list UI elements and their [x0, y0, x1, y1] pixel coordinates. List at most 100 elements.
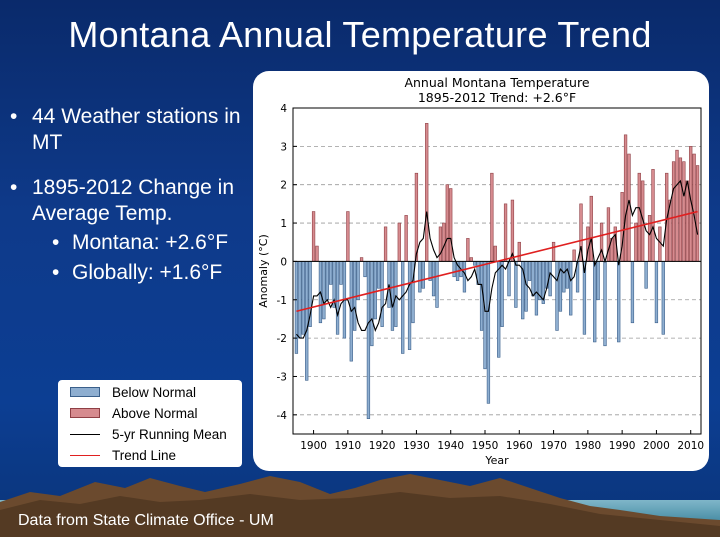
bar-below-normal	[390, 261, 395, 331]
bar-below-normal	[555, 261, 559, 331]
legend-item-below: Below Normal	[58, 382, 196, 402]
x-tick-label: 1980	[574, 440, 601, 452]
bar-below-normal	[617, 261, 621, 343]
bar-above-normal	[425, 123, 429, 262]
y-tick-label: -4	[277, 410, 288, 422]
bar-below-normal	[500, 261, 504, 327]
legend-swatch-below	[70, 387, 100, 397]
bar-below-normal	[363, 261, 367, 278]
bar-above-normal	[675, 149, 679, 262]
bar-above-normal	[493, 245, 497, 262]
bar-below-normal	[514, 261, 518, 308]
bar-above-normal	[678, 157, 683, 262]
bar-above-normal	[311, 211, 316, 262]
bar-below-normal	[486, 261, 491, 404]
bar-below-normal	[569, 261, 573, 316]
running-mean-line	[295, 179, 699, 339]
y-tick-label: 4	[280, 103, 287, 115]
bar-above-normal	[490, 172, 494, 262]
bar-above-normal	[466, 238, 470, 262]
bullet-stations: 44 Weather stations in MT	[10, 104, 250, 155]
bar-below-normal	[527, 261, 532, 281]
bar-above-normal	[438, 226, 443, 262]
bar-below-normal	[373, 261, 377, 320]
bar-below-normal	[507, 261, 511, 297]
bar-below-normal	[431, 261, 436, 297]
y-tick-label: 0	[280, 256, 287, 268]
bar-above-normal	[671, 161, 676, 262]
trend-line	[296, 210, 698, 313]
bar-above-normal	[658, 226, 662, 262]
bar-above-normal	[695, 165, 700, 262]
bar-below-normal	[294, 261, 299, 354]
bar-below-normal	[593, 261, 597, 343]
bar-below-normal	[565, 261, 569, 289]
legend-label-above: Above Normal	[112, 405, 198, 421]
bar-above-normal	[623, 134, 628, 262]
bar-above-normal	[627, 153, 631, 262]
mountain-landscape	[0, 474, 720, 537]
bar-below-normal	[538, 261, 542, 301]
legend-label-below: Below Normal	[112, 384, 197, 400]
bar-above-normal	[510, 199, 515, 262]
bar-below-normal	[339, 261, 343, 285]
bar-above-normal	[682, 161, 686, 262]
x-axis-label: Year	[484, 454, 509, 467]
y-tick-label: 1	[280, 218, 287, 230]
legend-line-trend	[70, 454, 100, 456]
bar-below-normal	[394, 261, 398, 327]
bar-below-normal	[524, 261, 528, 312]
x-tick-label: 1930	[403, 440, 430, 452]
y-tick-label: -3	[277, 371, 287, 383]
x-tick-label: 1990	[609, 440, 636, 452]
bar-above-normal	[442, 222, 446, 262]
x-tick-label: 2010	[677, 440, 704, 452]
x-tick-label: 1900	[300, 440, 327, 452]
bullet-change: 1895-2012 Change in Average Temp. Montan…	[10, 175, 250, 285]
bar-above-normal	[359, 257, 364, 262]
bar-above-normal	[517, 241, 521, 262]
legend-label-trend: Trend Line	[112, 447, 177, 463]
bar-below-normal	[335, 261, 340, 335]
bar-above-normal	[449, 188, 453, 262]
legend-item-above: Above Normal	[58, 403, 198, 423]
bullet-change-text: 1895-2012 Change in Average Temp.	[32, 176, 235, 225]
bar-above-normal	[503, 203, 508, 262]
bar-below-normal	[661, 261, 665, 335]
y-tick-label: -2	[277, 333, 287, 345]
plot-frame	[292, 107, 702, 435]
bar-below-normal	[483, 261, 487, 370]
bar-above-normal	[589, 195, 593, 262]
legend: Below Normal Above Normal 5-yr Running M…	[58, 380, 242, 467]
chart-subtitle: 1895-2012 Trend: +2.6°F	[418, 90, 576, 105]
bar-above-normal	[346, 211, 350, 262]
bar-above-normal	[651, 169, 655, 262]
bar-below-normal	[377, 261, 381, 289]
bar-below-normal	[380, 261, 384, 327]
sub-bullet-global: Globally: +1.6°F	[32, 260, 250, 286]
bar-below-normal	[356, 261, 360, 301]
bar-below-normal	[435, 261, 439, 308]
legend-swatch-above	[70, 408, 100, 418]
bar-below-normal	[603, 261, 607, 347]
bar-below-normal	[497, 261, 501, 358]
chart-card: Annual Montana Temperature 1895-2012 Tren…	[253, 71, 709, 471]
x-tick-label: 1960	[506, 440, 533, 452]
bar-above-normal	[383, 226, 388, 262]
bar-below-normal	[630, 261, 635, 324]
bar-above-normal	[637, 172, 641, 262]
bar-below-normal	[562, 261, 566, 293]
legend-line-mean	[70, 433, 100, 435]
bar-above-normal	[647, 215, 652, 262]
bullet-list: 44 Weather stations in MT 1895-2012 Chan…	[10, 104, 250, 306]
chart-title: Annual Montana Temperature	[404, 75, 589, 90]
y-tick-label: 2	[280, 180, 287, 192]
bar-below-normal	[298, 261, 302, 339]
legend-item-mean: 5-yr Running Mean	[58, 424, 227, 444]
legend-item-trend: Trend Line	[58, 445, 176, 465]
bar-above-normal	[599, 222, 604, 262]
bar-above-normal	[315, 245, 319, 262]
bar-below-normal	[644, 261, 648, 289]
bar-below-normal	[329, 261, 333, 285]
bar-below-normal	[301, 261, 305, 335]
